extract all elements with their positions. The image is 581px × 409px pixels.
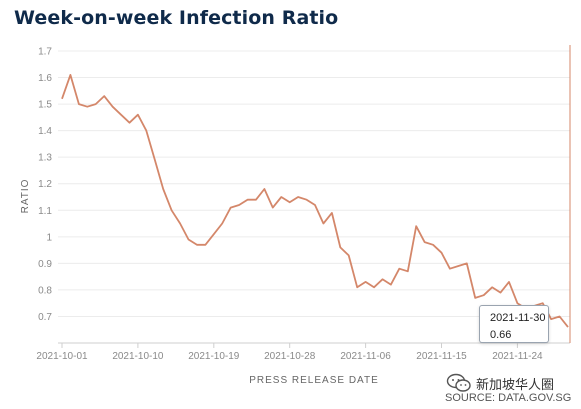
data-point[interactable] — [58, 95, 66, 103]
tooltip-date: 2021-11-30 — [490, 312, 546, 324]
data-point[interactable] — [336, 243, 344, 251]
data-point[interactable] — [395, 265, 403, 273]
y-tick-label: 0.8 — [38, 285, 52, 296]
data-point[interactable] — [421, 238, 429, 246]
data-point[interactable] — [252, 196, 260, 204]
data-point[interactable] — [429, 241, 437, 249]
data-point[interactable] — [210, 230, 218, 238]
data-point[interactable] — [244, 196, 252, 204]
data-point[interactable] — [412, 222, 420, 230]
data-point[interactable] — [286, 198, 294, 206]
data-point[interactable] — [227, 204, 235, 212]
data-point[interactable] — [497, 289, 505, 297]
source-credit: SOURCE: DATA.GOV.SG — [445, 392, 572, 404]
tooltip-value: 0.66 — [490, 329, 512, 341]
data-point[interactable] — [151, 156, 159, 164]
x-axis-ticks: 2021-10-01 2021-10-10 2021-10-19 2021-10-28… — [36, 343, 543, 362]
data-point[interactable] — [556, 313, 564, 321]
data-point[interactable] — [168, 206, 176, 214]
y-tick-label: 1.6 — [38, 73, 52, 84]
data-point[interactable] — [218, 220, 226, 228]
data-point[interactable] — [446, 265, 454, 273]
wechat-icon — [446, 373, 471, 392]
data-point[interactable] — [471, 294, 479, 302]
y-tick-label: 1.4 — [38, 126, 52, 137]
x-tick-label: 2021-11-15 — [416, 351, 467, 362]
data-point[interactable] — [488, 283, 496, 291]
y-tick-label: 0.7 — [38, 312, 52, 323]
series-line — [61, 74, 569, 328]
data-point[interactable] — [75, 100, 83, 108]
y-tick-label: 1 — [46, 232, 52, 243]
data-point[interactable] — [345, 251, 353, 259]
data-point[interactable] — [319, 220, 327, 228]
data-point[interactable] — [134, 111, 142, 119]
x-tick-label: 2021-11-06 — [340, 351, 391, 362]
x-tick-label: 2021-11-24 — [492, 351, 543, 362]
y-tick-label: 1.5 — [38, 100, 52, 111]
data-point[interactable] — [176, 220, 184, 228]
data-point[interactable] — [328, 209, 336, 217]
data-point[interactable] — [277, 193, 285, 201]
data-point[interactable] — [83, 103, 91, 111]
data-point[interactable] — [159, 185, 167, 193]
data-point[interactable] — [269, 204, 277, 212]
y-tick-label: 0.9 — [38, 259, 52, 270]
data-point[interactable] — [142, 127, 150, 135]
data-point[interactable] — [362, 278, 370, 286]
x-tick-label: 2021-10-19 — [188, 351, 240, 362]
data-point[interactable] — [260, 185, 268, 193]
data-point[interactable] — [92, 100, 100, 108]
hover-tooltip: 2021-11-30 0.66 — [479, 305, 549, 343]
data-point[interactable] — [117, 111, 125, 119]
data-point[interactable] — [303, 196, 311, 204]
y-tick-label: 1.7 — [38, 47, 52, 58]
y-tick-label: 1.2 — [38, 179, 52, 190]
x-axis-title: PRESS RELEASE DATE — [249, 375, 379, 386]
data-point[interactable] — [370, 283, 378, 291]
data-point[interactable] — [480, 291, 488, 299]
x-tick-label: 2021-10-01 — [36, 351, 88, 362]
y-axis-title: RATIO — [20, 179, 31, 214]
data-point[interactable] — [454, 262, 462, 270]
x-tick-label: 2021-10-10 — [112, 351, 164, 362]
data-point[interactable] — [463, 259, 471, 267]
data-point[interactable] — [109, 103, 117, 111]
data-points — [58, 71, 572, 331]
data-point[interactable] — [438, 249, 446, 257]
data-point[interactable] — [379, 275, 387, 283]
data-point[interactable] — [185, 236, 193, 244]
data-point[interactable] — [404, 267, 412, 275]
y-tick-label: 1.1 — [38, 206, 52, 217]
gridlines — [58, 50, 570, 317]
data-point[interactable] — [353, 283, 361, 291]
data-point[interactable] — [505, 278, 513, 286]
data-point[interactable] — [201, 241, 209, 249]
data-point[interactable] — [564, 323, 572, 331]
watermark: 新加坡华人圈 — [446, 373, 554, 393]
chart-title: Week-on-week Infection Ratio — [14, 7, 339, 29]
data-point[interactable] — [311, 201, 319, 209]
data-point[interactable] — [193, 241, 201, 249]
data-point[interactable] — [100, 92, 108, 100]
data-point[interactable] — [126, 119, 134, 127]
y-axis-ticks: 0.7 0.8 0.9 1 1.1 1.2 1.3 1.4 1.5 1.6 1.7 — [38, 47, 52, 323]
data-point[interactable] — [235, 201, 243, 209]
y-tick-label: 1.3 — [38, 153, 52, 164]
x-tick-label: 2021-10-28 — [264, 351, 316, 362]
data-point[interactable] — [294, 193, 302, 201]
watermark-text: 新加坡华人圈 — [476, 377, 555, 393]
data-point[interactable] — [387, 281, 395, 289]
data-point[interactable] — [66, 71, 74, 79]
